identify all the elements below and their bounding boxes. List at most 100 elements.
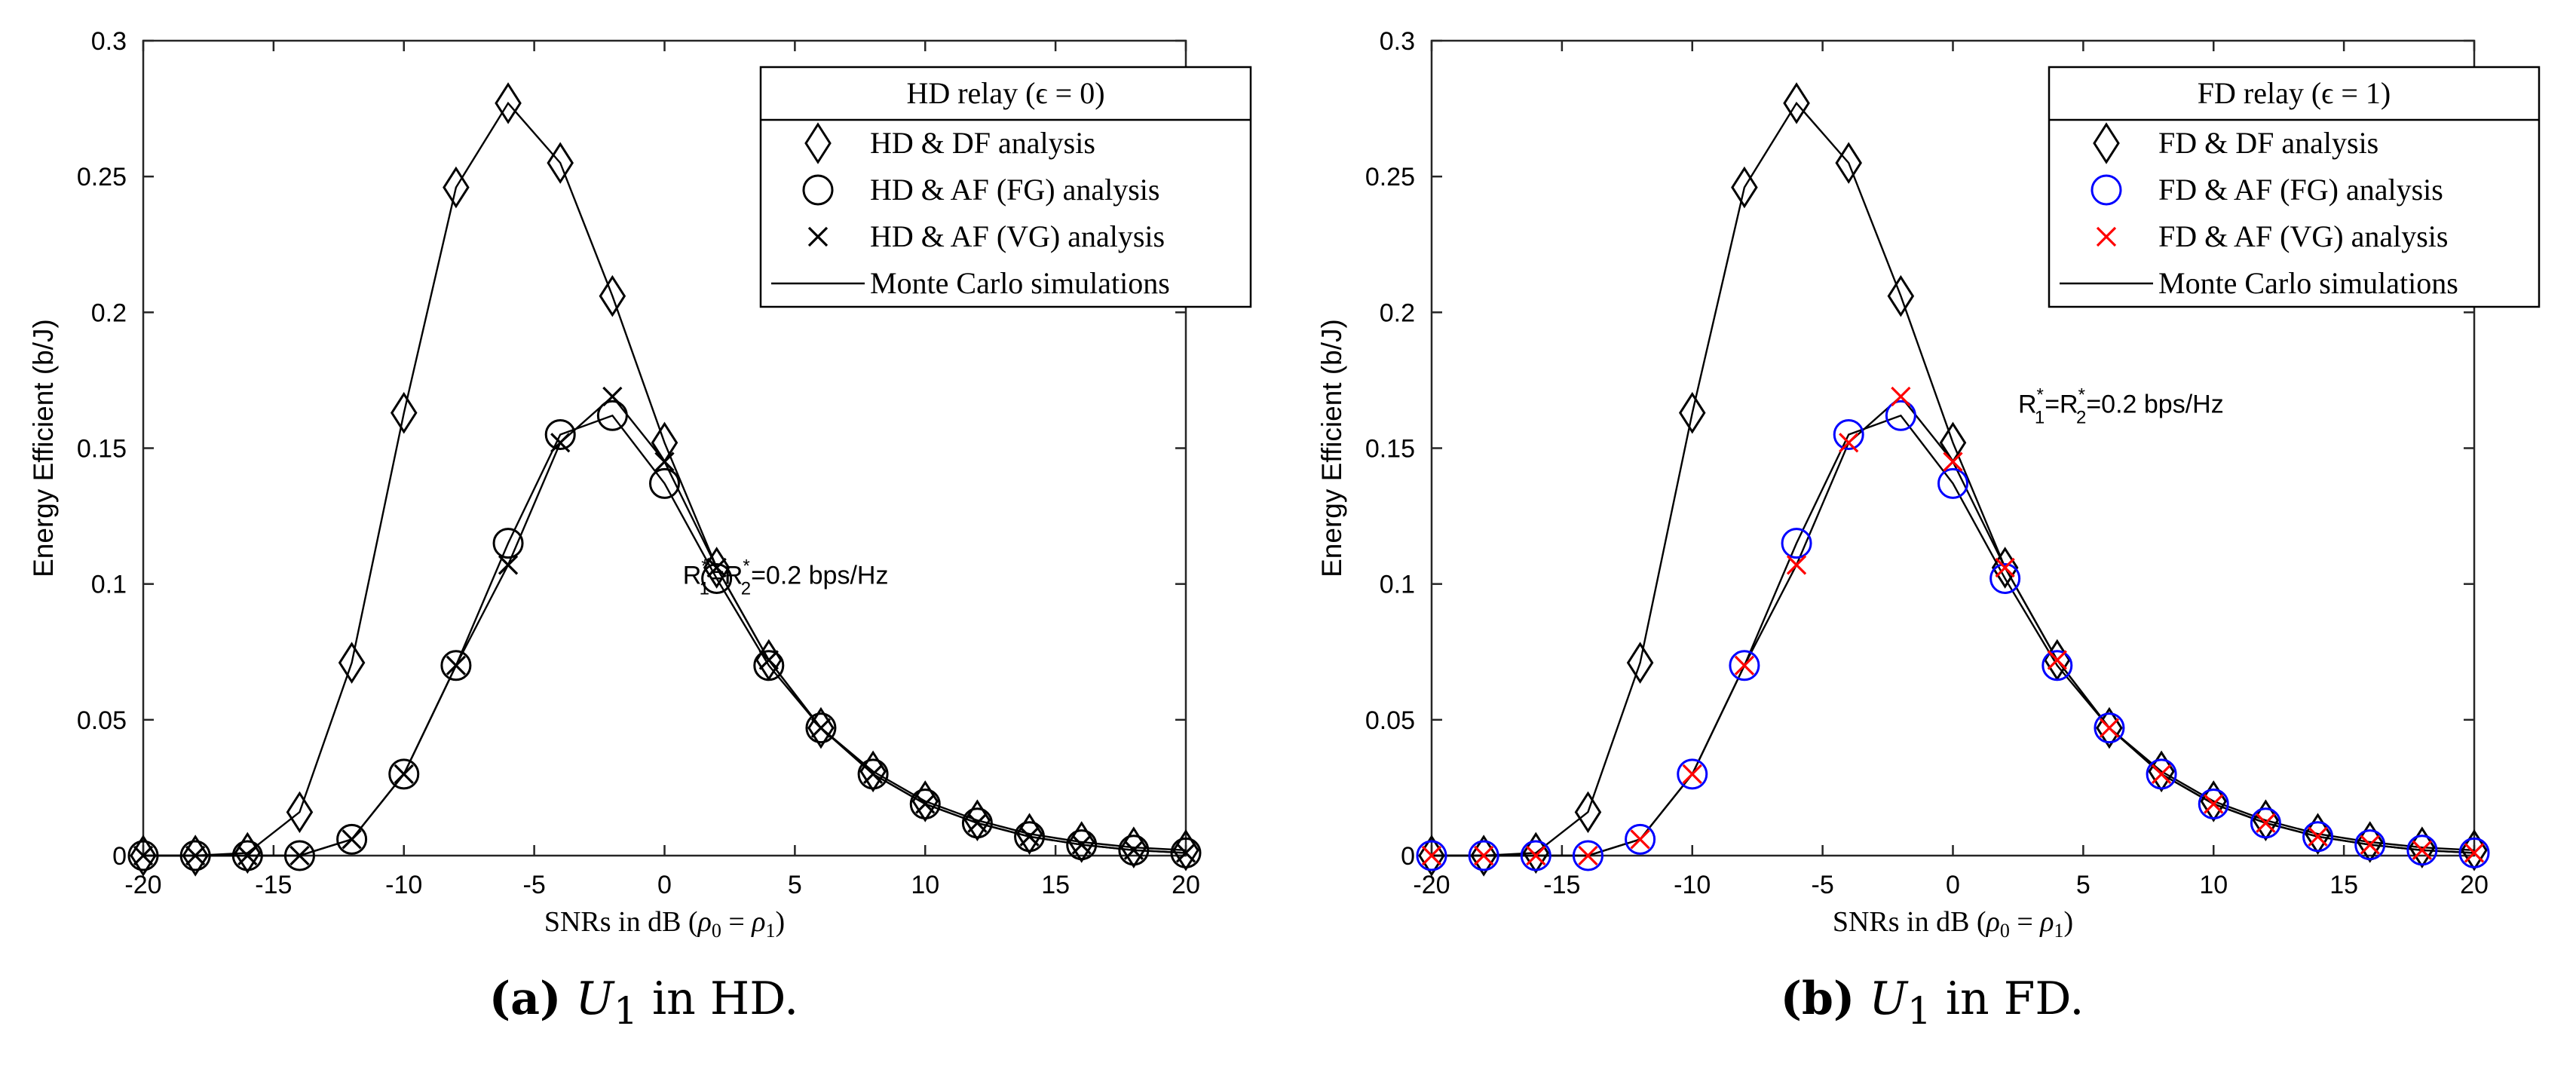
data-point-cross [915,794,936,814]
data-point-diamond [1470,835,1497,877]
data-point-cross [602,386,623,407]
data-point-cross [1630,829,1650,850]
annotation-part: * [743,556,749,577]
x-axis-label-part: SNRs in dB ( [1833,906,1986,938]
data-point-cross [758,650,779,670]
data-point-cross [342,829,362,850]
data-point-circle [1885,400,1916,431]
data-point-diamond [2096,706,2123,749]
x-tick-label: -10 [1674,871,1711,899]
series-cross [1421,386,2485,866]
series-circle [127,400,1202,871]
y-tick-label: 0.15 [1365,435,1415,464]
data-point-circle [805,712,837,744]
data-point-circle [492,528,524,559]
x-axis-label-part: ρ [2039,906,2054,938]
caption-subscript: 1 [1907,989,1931,1033]
x-axis-label-part: ρ [697,906,712,938]
legend: HD relay (ϵ = 0) HD & DF analysis HD & AF … [759,66,1252,308]
data-point-circle [1833,418,1864,450]
x-tick-label: 15 [1041,871,1070,899]
data-point-circle [753,650,785,681]
legend-title: FD relay (ϵ = 1) [2198,76,2391,110]
x-tick-label: 20 [2460,871,2489,899]
data-point-cross [498,555,519,575]
data-point-circle [596,400,628,431]
data-point-cross [2151,764,2172,785]
chart-panel-b: -20 -15 -10 -5 0 5 10 15 2000.050.10.150.20.250.… [1316,27,2541,942]
legend-entry: HD & AF (VG) analysis [870,219,1165,253]
x-tick-label: 5 [788,871,802,899]
data-point-circle [2302,821,2334,853]
data-point-circle [961,807,993,839]
legend-marker-diamond [804,122,832,164]
data-point-circle [1625,823,1656,855]
legend-marker-cross [2096,226,2117,247]
data-point-circle [179,840,211,871]
data-point-cross [1682,764,1702,785]
data-point-circle [1677,758,1708,790]
data-point-cross [394,764,414,785]
caption-text: in HD. [637,972,799,1025]
x-tick-label: 0 [657,871,672,899]
legend-entry: FD & DF analysis [2158,126,2378,160]
figure-panel-b: -20 -15 -10 -5 0 5 10 15 20 0 0.05 0.1 0.15 0.2 0.25 0.… [1288,0,2576,1078]
x-tick-label: 5 [2076,871,2091,899]
legend-marker-circle [2091,174,2122,206]
data-point-cross [1943,452,1963,472]
data-point-cross [1734,655,1755,675]
legend-entry: Monte Carlo simulations [870,266,1170,300]
data-point-diamond [443,166,470,209]
simulation-line [143,101,1187,857]
data-point-circle [1729,650,1760,681]
y-tick-label: 0 [1401,842,1415,871]
data-point-cross [654,452,675,472]
x-axis-label-part: ρ [751,906,765,938]
y-tick-label: 0.05 [77,706,127,735]
legend-marker-diamond [2093,122,2120,164]
data-point-cross [1526,845,1546,866]
x-axis-label-part: 0 [712,920,721,942]
x-axis-label-part: ) [776,906,786,938]
data-point-circle [1118,835,1150,866]
data-point-cross [967,813,988,833]
data-point-diamond [1783,82,1810,124]
y-axis: 0 0.05 0.1 0.15 0.2 0.25 0.3 [1365,27,2474,871]
data-point-diamond [495,82,522,124]
data-point-circle [1937,467,1968,499]
x-axis-label: SNRs in dB (ρ0 = ρ1) [544,906,785,942]
annotation-part: * [2037,385,2044,406]
data-point-cross [1995,557,2015,578]
data-point-cross [133,845,154,866]
data-point-circle [1170,837,1202,868]
data-point-circle [544,418,576,450]
data-point-diamond [703,547,731,589]
caption-subscript: 1 [614,989,638,1033]
legend-marker-circle [802,174,834,206]
data-point-diamond [1731,166,1758,209]
data-point-cross [1839,433,1859,453]
figure-panel-a: -20 -15 -10 -5 0 5 10 15 20 0 0.05 0.1 0.15 0.2 0.25 0.… [28,27,1252,1033]
data-point-cross [2256,813,2276,833]
r-annotation: R* 1=R* 2=0.2 bps/Hz [683,556,889,599]
x-axis-label-part: 0 [2000,920,2010,942]
data-point-circle [909,789,941,820]
x-axis-label-part: = [2010,906,2040,938]
data-point-circle [440,650,472,681]
data-point-cross [2099,718,2120,738]
data-point-circle [127,840,159,871]
y-tick-label: 0.25 [77,163,127,191]
y-tick-label: 0.15 [77,435,127,464]
data-point-cross [1578,845,1598,866]
data-point-circle [336,823,368,855]
data-point-circle [1416,840,1447,871]
data-point-circle [231,840,263,871]
data-point-circle [701,562,733,594]
legend-marker-cross [807,226,829,247]
x-axis-label-part: ρ [1986,906,2000,938]
data-point-cross [862,764,884,785]
caption-text: in FD. [1931,972,2084,1025]
caption-variable: U [1869,972,1907,1025]
data-point-diamond [390,391,418,434]
data-point-circle [1520,840,1551,871]
